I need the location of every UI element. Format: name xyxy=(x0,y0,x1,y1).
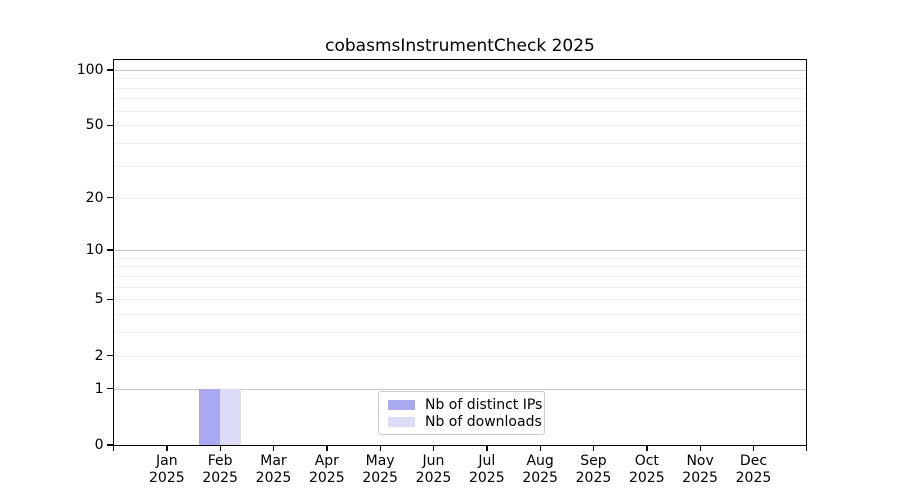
y-gridline-minor xyxy=(113,275,807,277)
legend-item-downloads: Nb of downloads xyxy=(379,414,544,430)
legend: Nb of distinct IPs Nb of downloads xyxy=(378,391,545,435)
x-tick-label: Oct 2025 xyxy=(615,453,679,486)
y-gridline-minor xyxy=(113,110,807,112)
x-tick-label: Feb 2025 xyxy=(188,453,252,486)
x-tick-label: Jul 2025 xyxy=(455,453,519,486)
x-tick-mark xyxy=(166,445,168,451)
x-tick-month: May xyxy=(365,453,395,469)
x-tick-label: Dec 2025 xyxy=(721,453,785,486)
y-tick-label: 1 xyxy=(94,380,104,397)
y-tick-label: 0 xyxy=(94,437,104,453)
y-gridline-minor xyxy=(113,125,807,127)
bar-nb-of-distinct-ips xyxy=(198,388,221,445)
x-tick-label: Mar 2025 xyxy=(241,453,305,486)
x-tick-mark xyxy=(752,445,755,451)
x-tick-year: 2025 xyxy=(735,469,772,486)
x-tick-month: Jan xyxy=(156,453,178,469)
x-tick-mark xyxy=(646,445,648,451)
y-tick-label: 10 xyxy=(85,242,104,259)
chart-title: cobasmsInstrumentCheck 2025 xyxy=(325,36,595,56)
y-gridline-major xyxy=(113,69,807,71)
x-tick-year: 2025 xyxy=(255,469,292,486)
x-tick-mark xyxy=(112,445,115,451)
x-tick-mark xyxy=(699,445,701,451)
x-tick-month: Jun xyxy=(422,453,445,469)
y-gridline-minor xyxy=(113,143,807,145)
x-tick-mark xyxy=(326,445,328,451)
x-tick-mark xyxy=(539,445,541,451)
x-tick-label: Jan 2025 xyxy=(135,453,199,486)
x-tick-mark xyxy=(806,445,808,451)
x-tick-year: 2025 xyxy=(682,469,718,486)
x-tick-year: 2025 xyxy=(362,469,398,486)
y-tick-label: 50 xyxy=(85,117,104,134)
y-gridline-minor xyxy=(113,314,807,316)
y-tick-mark xyxy=(107,69,113,71)
y-gridline-minor xyxy=(113,87,807,89)
y-tick-label: 100 xyxy=(76,61,104,78)
x-tick-label: Sep 2025 xyxy=(561,453,625,486)
y-gridline-minor xyxy=(113,355,807,357)
y-gridline-minor xyxy=(113,266,807,268)
y-tick-label: 5 xyxy=(94,291,104,308)
y-gridline-minor xyxy=(113,257,807,259)
y-tick-label: 2 xyxy=(94,347,104,364)
y-tick-mark xyxy=(107,298,113,301)
y-gridline-minor xyxy=(113,98,807,100)
x-tick-month: Nov xyxy=(686,453,714,469)
y-gridline-minor xyxy=(113,78,807,80)
y-tick-label: 20 xyxy=(85,189,104,206)
x-tick-mark xyxy=(379,445,381,451)
x-tick-month: Aug xyxy=(526,453,554,469)
x-tick-month: Oct xyxy=(634,453,659,469)
x-tick-label: Jun 2025 xyxy=(401,453,465,486)
x-tick-label: May 2025 xyxy=(348,453,412,486)
x-tick-year: 2025 xyxy=(522,469,558,486)
legend-label-distinct-ips: Nb of distinct IPs xyxy=(425,397,543,413)
x-tick-label: Nov 2025 xyxy=(668,453,732,486)
legend-item-distinct-ips: Nb of distinct IPs xyxy=(379,397,544,413)
x-tick-label: Aug 2025 xyxy=(508,453,572,486)
y-gridline-major xyxy=(113,388,807,390)
x-tick-year: 2025 xyxy=(149,469,185,486)
x-tick-year: 2025 xyxy=(468,469,505,486)
x-tick-label: Apr 2025 xyxy=(295,453,359,486)
y-gridline-minor xyxy=(113,197,807,199)
y-tick-mark xyxy=(107,124,113,127)
x-tick-month: Mar xyxy=(260,453,287,469)
x-tick-year: 2025 xyxy=(415,469,452,486)
x-tick-year: 2025 xyxy=(628,469,665,486)
y-tick-mark xyxy=(107,249,113,251)
y-gridline-minor xyxy=(113,165,807,167)
legend-swatch-distinct-ips xyxy=(388,400,415,410)
x-tick-year: 2025 xyxy=(575,469,612,486)
x-tick-year: 2025 xyxy=(308,469,345,486)
x-tick-month: Sep xyxy=(580,453,607,469)
x-tick-month: Dec xyxy=(739,453,768,469)
y-tick-mark xyxy=(107,196,113,199)
x-tick-month: Feb xyxy=(207,453,233,469)
legend-swatch-downloads xyxy=(388,417,415,427)
plot-spines xyxy=(112,59,808,446)
y-gridline-minor xyxy=(113,286,807,288)
x-tick-month: Apr xyxy=(314,453,339,469)
y-gridline-major xyxy=(113,250,807,252)
x-tick-mark xyxy=(432,445,435,451)
y-tick-mark xyxy=(107,355,113,357)
bar-nb-of-downloads xyxy=(220,388,242,445)
x-tick-year: 2025 xyxy=(202,469,238,486)
x-tick-mark xyxy=(219,445,221,451)
y-tick-mark xyxy=(107,444,113,446)
legend-label-downloads: Nb of downloads xyxy=(425,414,542,430)
y-gridline-minor xyxy=(113,332,807,334)
x-tick-month: Jul xyxy=(478,453,496,469)
y-gridline-minor xyxy=(113,299,807,301)
y-tick-mark xyxy=(107,388,113,390)
x-tick-mark xyxy=(272,445,275,451)
x-tick-mark xyxy=(486,445,488,451)
x-tick-mark xyxy=(592,445,595,451)
